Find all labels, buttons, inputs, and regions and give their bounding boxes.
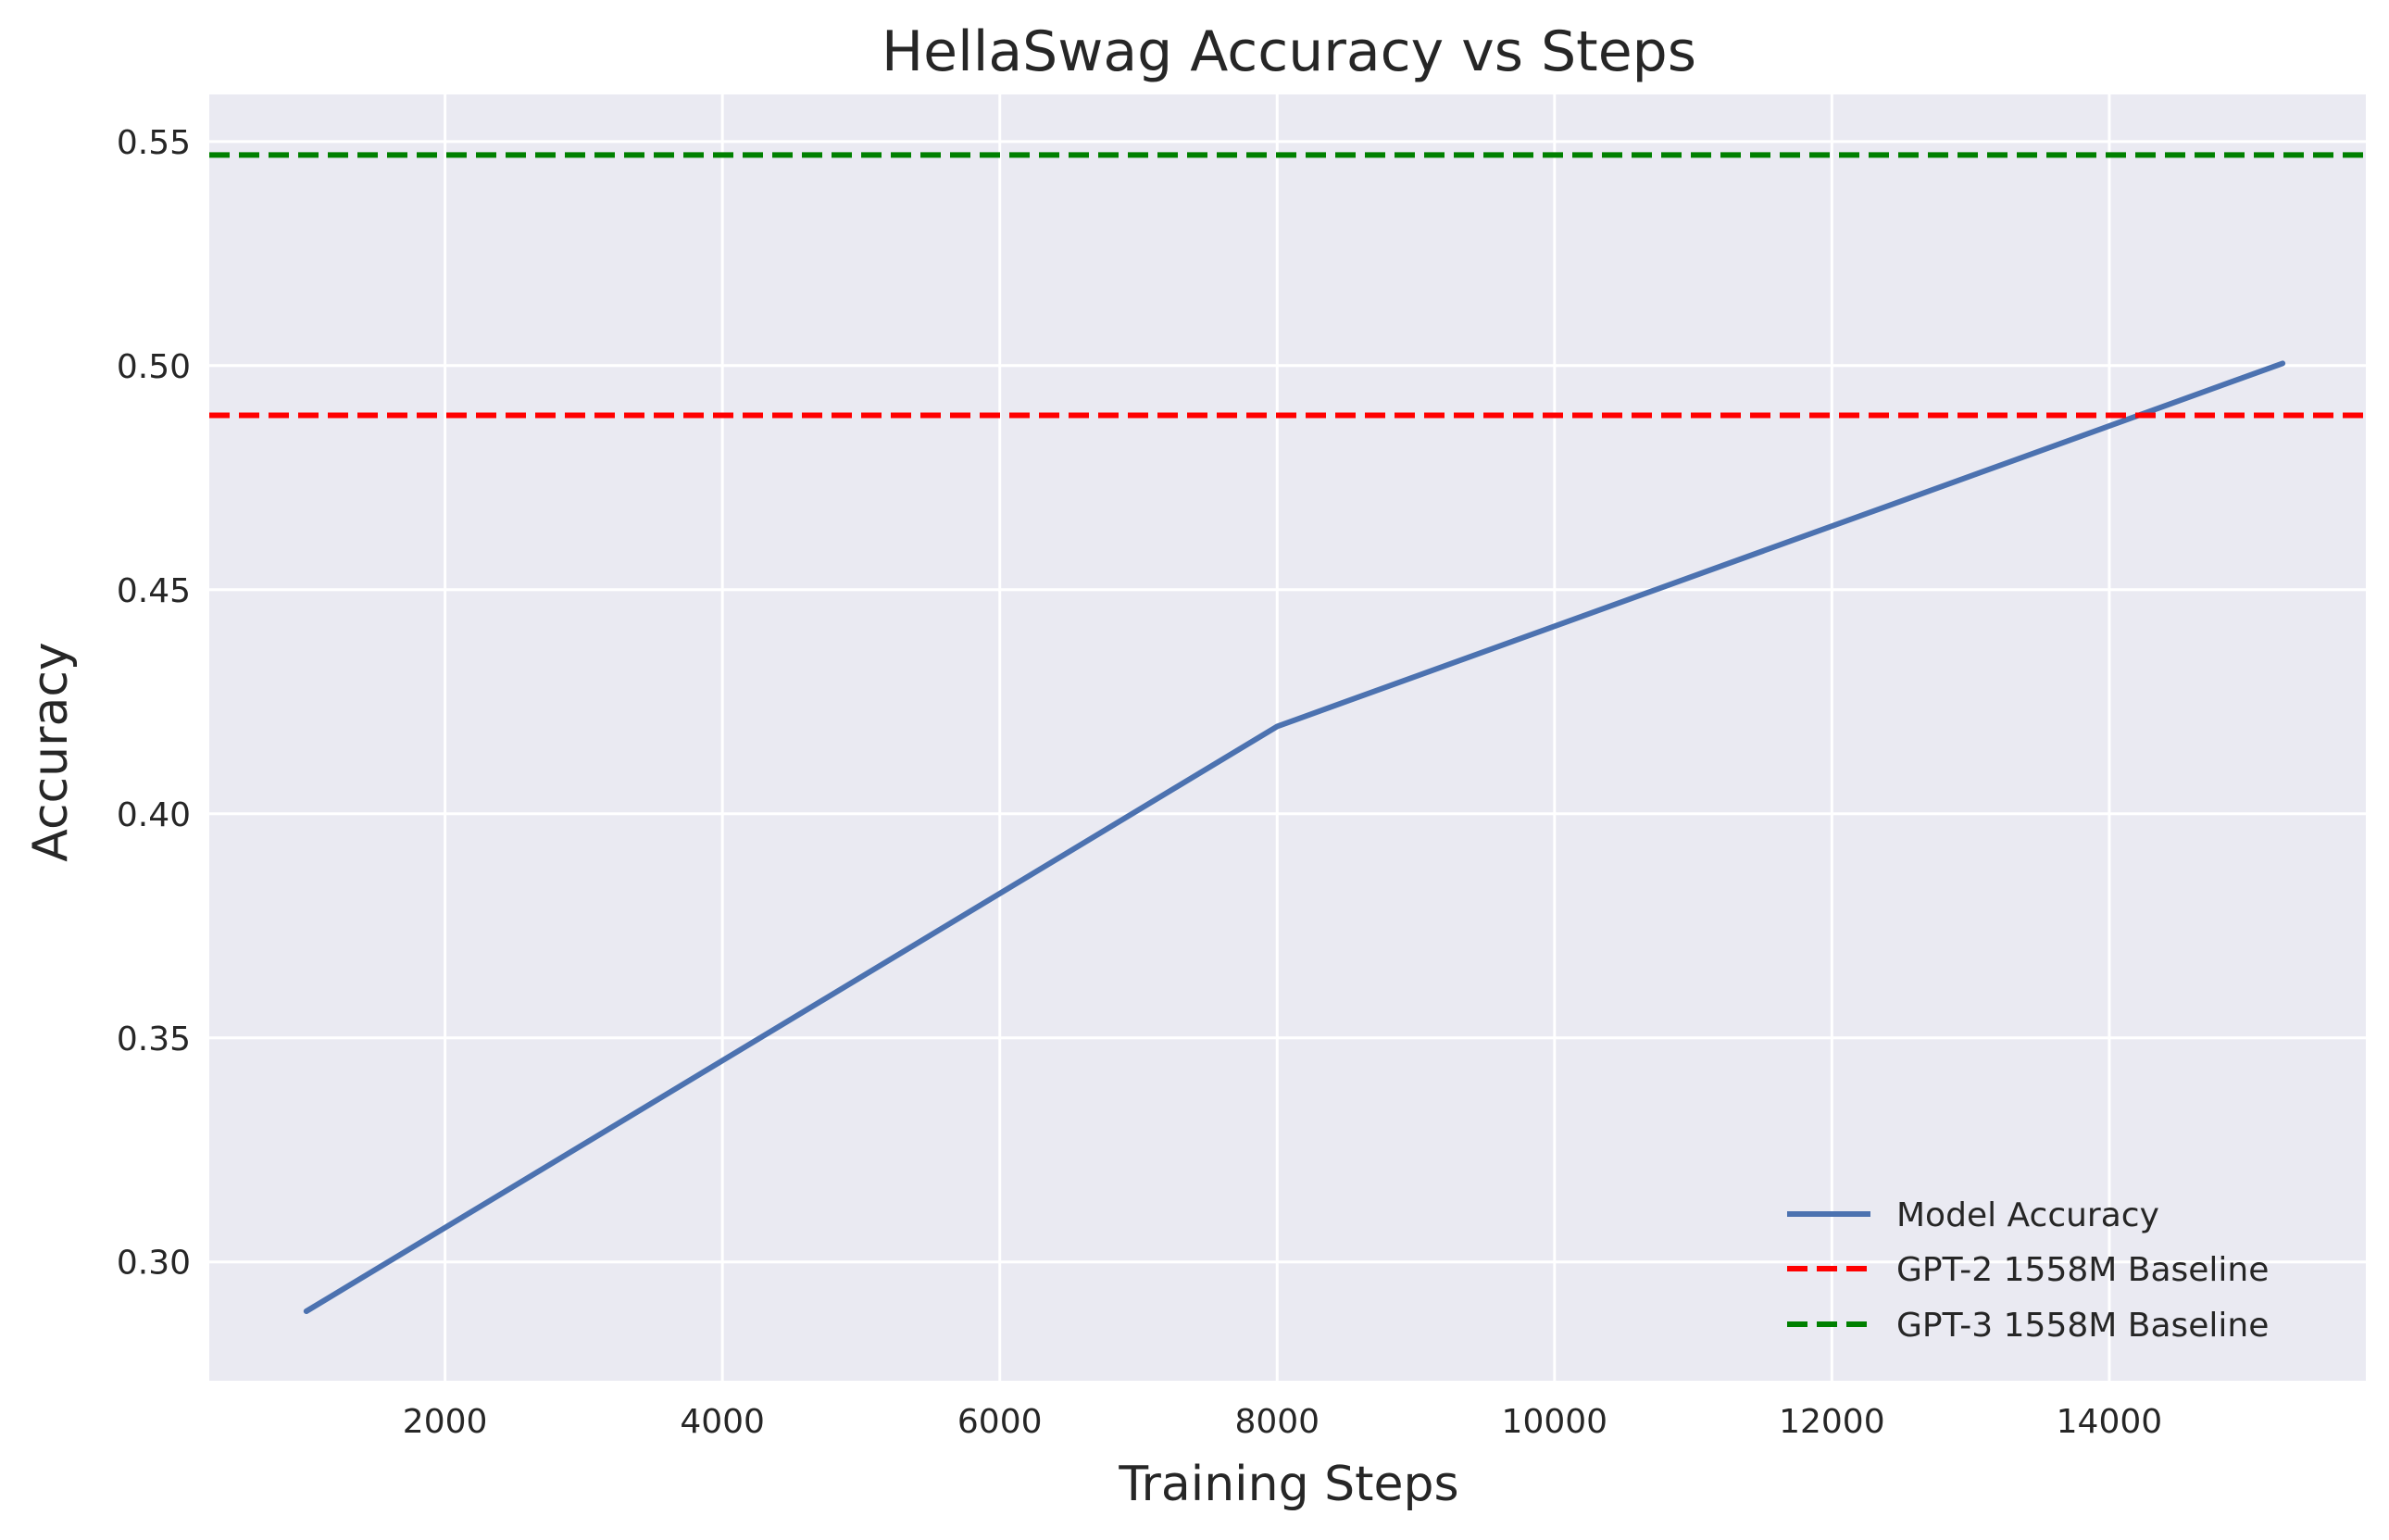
x-tick-label: 6000: [957, 1403, 1043, 1441]
y-axis-label: Accuracy: [23, 642, 79, 861]
grid: [209, 94, 2366, 1381]
y-tick-label: 0.40: [117, 796, 191, 834]
x-axis-label: Training Steps: [1118, 1457, 1458, 1512]
x-tick-label: 10000: [1502, 1403, 1608, 1441]
x-tick-label: 2000: [403, 1403, 488, 1441]
x-tick-label: 12000: [1779, 1403, 1885, 1441]
legend-label-gpt3-baseline: GPT-3 1558M Baseline: [1896, 1307, 2269, 1345]
series-line-model-accuracy: [303, 360, 2286, 1314]
plot-area: [209, 94, 2366, 1381]
x-tick-label: 14000: [2057, 1403, 2163, 1441]
legend-label-gpt2-baseline: GPT-2 1558M Baseline: [1896, 1251, 2269, 1289]
x-tick-label: 4000: [680, 1403, 765, 1441]
x-tick-label: 8000: [1234, 1403, 1320, 1441]
y-tick-label: 0.45: [117, 572, 191, 610]
legend: Model Accuracy GPT-2 1558M Baseline GPT-…: [1787, 1196, 2269, 1345]
y-tick-label: 0.55: [117, 124, 191, 162]
y-tick-label: 0.35: [117, 1020, 191, 1058]
y-tick-label: 0.30: [117, 1245, 191, 1283]
legend-label-model-accuracy: Model Accuracy: [1896, 1196, 2159, 1234]
tick-labels: 2000 4000 6000 8000 10000 12000 14000 0.30 0.35 0…: [117, 124, 2162, 1441]
y-tick-label: 0.50: [117, 348, 191, 386]
chart-title: HellaSwag Accuracy vs Steps: [882, 19, 1696, 84]
series-layer: [209, 152, 2366, 1314]
